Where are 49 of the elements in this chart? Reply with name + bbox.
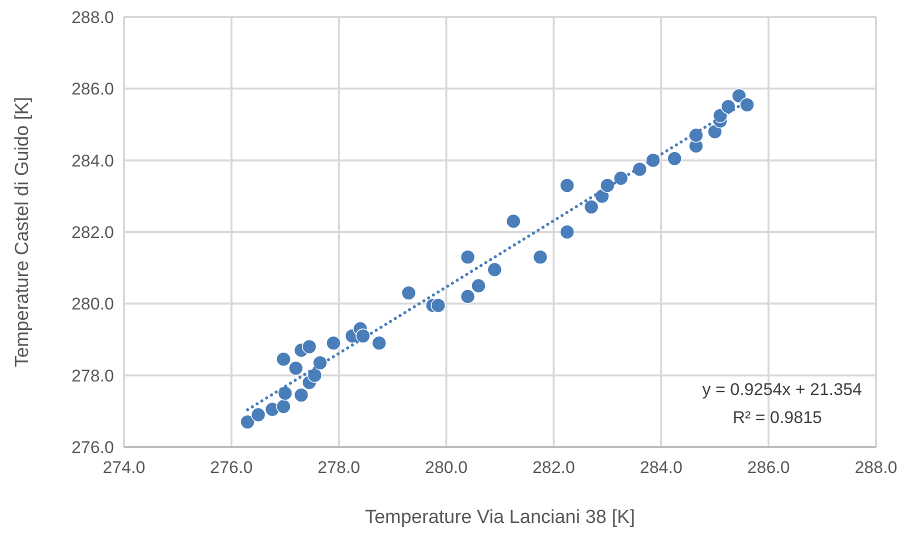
y-tick-label: 278.0	[71, 366, 114, 386]
point	[430, 298, 446, 313]
x-tick-label: 278.0	[318, 458, 360, 477]
point	[401, 286, 416, 300]
point	[276, 399, 291, 414]
x-tick-label: 274.0	[102, 458, 146, 477]
y-tick-label: 280.0	[71, 294, 114, 314]
point	[278, 386, 293, 401]
point	[240, 414, 255, 430]
x-tick-label: 280.0	[425, 458, 468, 477]
x-tick-label: 284.0	[640, 458, 682, 477]
y-tick-label: 276.0	[71, 438, 114, 457]
point	[560, 178, 575, 193]
x-tick-label: 282.0	[532, 458, 575, 477]
point	[307, 368, 322, 383]
x-tick-label: 276.0	[210, 458, 253, 477]
x-tick-label: 288.0	[854, 458, 898, 477]
point	[460, 250, 476, 264]
point	[720, 99, 736, 114]
y-tick-label: 288.0	[71, 8, 114, 27]
point	[356, 328, 370, 344]
point	[584, 200, 599, 214]
point	[487, 262, 502, 278]
point	[732, 88, 746, 104]
point	[372, 336, 387, 350]
point	[276, 352, 291, 367]
y-axis-title: Temperature Castel di Guido [K]	[12, 96, 33, 368]
annotation: y = 0.9254x + 21.354	[702, 380, 862, 399]
point	[667, 151, 682, 166]
point	[740, 97, 754, 112]
point	[294, 388, 309, 402]
x-axis-title: Temperature Via Lanciani 38 [K]	[364, 507, 636, 528]
point	[326, 336, 341, 350]
point	[707, 124, 722, 140]
point	[560, 224, 575, 240]
point	[460, 289, 476, 304]
point	[613, 170, 628, 186]
annotation: R² = 0.9815	[732, 408, 822, 427]
y-tick-label: 282.0	[71, 223, 114, 242]
point	[506, 214, 521, 229]
y-tick-label: 284.0	[71, 151, 114, 170]
point	[312, 355, 328, 370]
point	[471, 278, 486, 294]
point	[302, 339, 317, 354]
x-tick-label: 286.0	[747, 458, 790, 477]
point	[532, 250, 548, 264]
y-tick-label: 286.0	[71, 80, 114, 99]
point	[288, 360, 304, 376]
point	[250, 407, 266, 422]
